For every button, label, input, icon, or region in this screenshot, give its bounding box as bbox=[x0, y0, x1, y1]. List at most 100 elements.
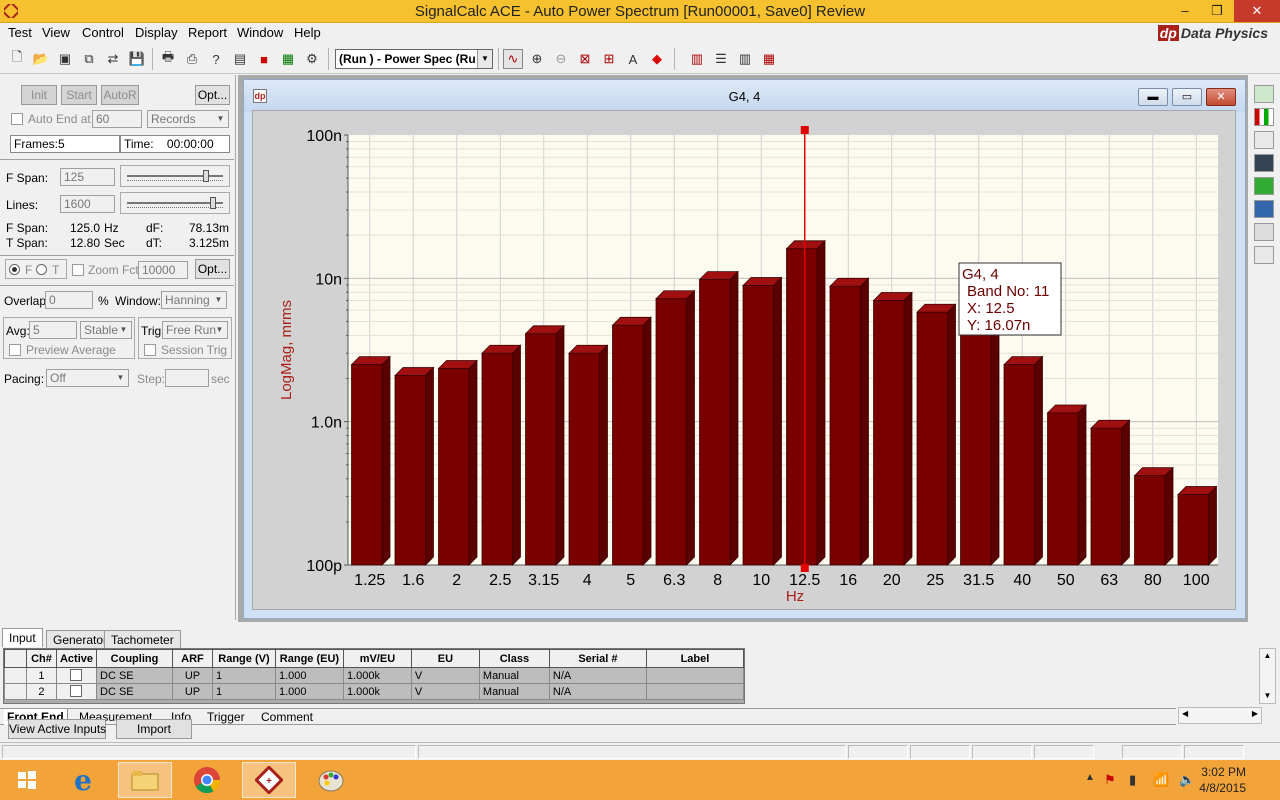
clock[interactable]: 3:02 PM 4/8/2015 bbox=[1199, 764, 1246, 796]
cell-mv-eu[interactable]: 1.000k bbox=[342, 667, 412, 684]
chevron-down-icon[interactable]: ▼ bbox=[477, 50, 492, 68]
menu-control[interactable]: Control bbox=[82, 25, 124, 40]
scroll-right-icon[interactable]: ▶ bbox=[1251, 709, 1258, 718]
fspan-input[interactable]: 125 bbox=[60, 168, 115, 186]
minimize-button[interactable]: – bbox=[1181, 3, 1189, 18]
save-icon[interactable]: ▣ bbox=[58, 51, 72, 66]
preview-average-checkbox[interactable] bbox=[9, 344, 21, 356]
bar[interactable] bbox=[1133, 466, 1174, 566]
menu-test[interactable]: Test bbox=[8, 25, 32, 40]
volume-icon[interactable]: 🔈 bbox=[1179, 772, 1196, 787]
help-icon[interactable]: ? bbox=[212, 51, 220, 67]
bar[interactable] bbox=[655, 289, 696, 566]
zoom-in-icon[interactable]: ⊕ bbox=[531, 51, 543, 66]
column-header[interactable]: Serial # bbox=[548, 649, 647, 668]
chrome-icon[interactable] bbox=[180, 762, 234, 798]
bar[interactable] bbox=[481, 344, 522, 566]
subtab-comment[interactable]: Comment bbox=[261, 710, 314, 724]
scroll-down-icon[interactable]: ▼ bbox=[1263, 691, 1272, 700]
table-row[interactable]: 2 DC SE UP 1 1.000 1.000k V Manual N/A bbox=[4, 683, 745, 700]
cursor-handle[interactable] bbox=[800, 126, 809, 134]
autor-button[interactable]: AutoR bbox=[101, 85, 139, 105]
tab-generator[interactable]: Generator bbox=[46, 630, 115, 649]
app-icon[interactable] bbox=[4, 4, 18, 18]
menu-help[interactable]: Help bbox=[294, 25, 321, 40]
grid-icon[interactable] bbox=[1254, 223, 1274, 241]
active-checkbox[interactable] bbox=[70, 685, 83, 697]
column-header[interactable]: Active bbox=[55, 649, 98, 668]
spectrum-chart[interactable]: 100p 1.0n 10n 100n 1.25 1.6 2 2.5 3.15 4 5 6.3 8 10 12… bbox=[253, 111, 1237, 611]
disk-icon[interactable]: 💾 bbox=[128, 51, 146, 66]
trace-add-icon[interactable] bbox=[1254, 85, 1274, 103]
export-icon[interactable]: ⇄ bbox=[107, 51, 119, 66]
column-header[interactable]: Ch# bbox=[25, 649, 57, 668]
bar[interactable] bbox=[1046, 404, 1087, 566]
column-header[interactable]: Coupling bbox=[96, 649, 173, 668]
bar[interactable] bbox=[394, 366, 435, 566]
settings-icon[interactable]: ⚙ bbox=[306, 51, 318, 66]
column-header[interactable]: Class bbox=[478, 649, 550, 668]
bar[interactable] bbox=[872, 291, 913, 566]
import-button[interactable]: Import bbox=[116, 719, 192, 739]
color-icon[interactable]: ■ bbox=[260, 51, 268, 67]
start-icon[interactable] bbox=[0, 762, 54, 798]
marker-icon[interactable]: ◆ bbox=[652, 51, 662, 66]
auto-end-checkbox[interactable] bbox=[11, 113, 23, 125]
table-icon[interactable] bbox=[1254, 246, 1274, 264]
pacing-select[interactable]: Off ▼ bbox=[46, 369, 129, 387]
radio-t[interactable] bbox=[36, 264, 47, 275]
column-header[interactable]: mV/EU bbox=[342, 649, 412, 668]
graph-minimize-button[interactable]: ▬ bbox=[1138, 88, 1168, 106]
bar[interactable] bbox=[916, 303, 957, 566]
overlap-input[interactable]: 0 bbox=[45, 291, 93, 309]
row-header[interactable] bbox=[4, 683, 27, 700]
cell-active[interactable] bbox=[55, 667, 98, 684]
new-icon[interactable]: 🗋 bbox=[11, 49, 23, 64]
column-header[interactable]: EU bbox=[410, 649, 480, 668]
cell-arf[interactable]: UP bbox=[171, 667, 213, 684]
zoom-out-icon[interactable]: ⊖ bbox=[555, 51, 567, 66]
autoscale-icon[interactable]: ⊠ bbox=[579, 51, 591, 66]
cell-serial[interactable]: N/A bbox=[548, 683, 647, 700]
menu-display[interactable]: Display bbox=[135, 25, 178, 40]
init-button[interactable]: Init bbox=[21, 85, 57, 105]
bar[interactable] bbox=[350, 355, 391, 566]
step-input[interactable] bbox=[165, 369, 209, 387]
fspan-slider[interactable] bbox=[120, 165, 230, 187]
cell-eu[interactable]: V bbox=[410, 683, 480, 700]
paint-icon[interactable] bbox=[304, 762, 358, 798]
column-header[interactable]: Label bbox=[645, 649, 745, 668]
auto-end-unit-select[interactable]: Records ▼ bbox=[147, 110, 229, 128]
bar[interactable] bbox=[437, 359, 478, 566]
cell-active[interactable] bbox=[55, 683, 98, 700]
internet-explorer-icon[interactable]: e bbox=[74, 763, 92, 797]
start-button[interactable]: Start bbox=[61, 85, 97, 105]
menu-window[interactable]: Window bbox=[237, 25, 284, 40]
cell-label[interactable] bbox=[645, 667, 745, 684]
options-button[interactable]: Opt... bbox=[195, 85, 230, 105]
lines-input[interactable]: 1600 bbox=[60, 195, 115, 213]
action-center-icon[interactable]: ⚑ bbox=[1104, 772, 1116, 787]
scale-icon[interactable]: ⊞ bbox=[603, 51, 615, 66]
horizontal-scrollbar[interactable]: ◀ ▶ bbox=[1178, 707, 1262, 724]
column-header[interactable]: ARF bbox=[171, 649, 213, 668]
close-button[interactable]: ✕ bbox=[1234, 0, 1280, 22]
file-explorer-icon[interactable] bbox=[118, 762, 172, 798]
cell-range-v[interactable]: 1 bbox=[211, 667, 276, 684]
bar[interactable] bbox=[829, 277, 870, 566]
row-header[interactable] bbox=[4, 667, 27, 684]
tile-vertical-icon[interactable]: ▥ bbox=[690, 51, 704, 66]
print-icon[interactable]: 🖶 bbox=[161, 49, 175, 64]
spectrum-icon[interactable] bbox=[1254, 154, 1274, 172]
slider-thumb[interactable] bbox=[203, 170, 210, 182]
print-setup-icon[interactable]: ⎙ bbox=[186, 51, 198, 66]
lines-slider[interactable] bbox=[120, 192, 230, 214]
bar[interactable] bbox=[568, 344, 609, 566]
auto-end-input[interactable]: 60 bbox=[92, 110, 142, 128]
report-icon[interactable]: ▤ bbox=[233, 51, 247, 66]
graph-close-button[interactable]: ✕ bbox=[1206, 88, 1236, 106]
open-icon[interactable]: 📂 bbox=[32, 51, 50, 66]
cell-eu[interactable]: V bbox=[410, 667, 480, 684]
cursor-handle[interactable] bbox=[800, 564, 809, 572]
active-checkbox[interactable] bbox=[70, 669, 83, 681]
